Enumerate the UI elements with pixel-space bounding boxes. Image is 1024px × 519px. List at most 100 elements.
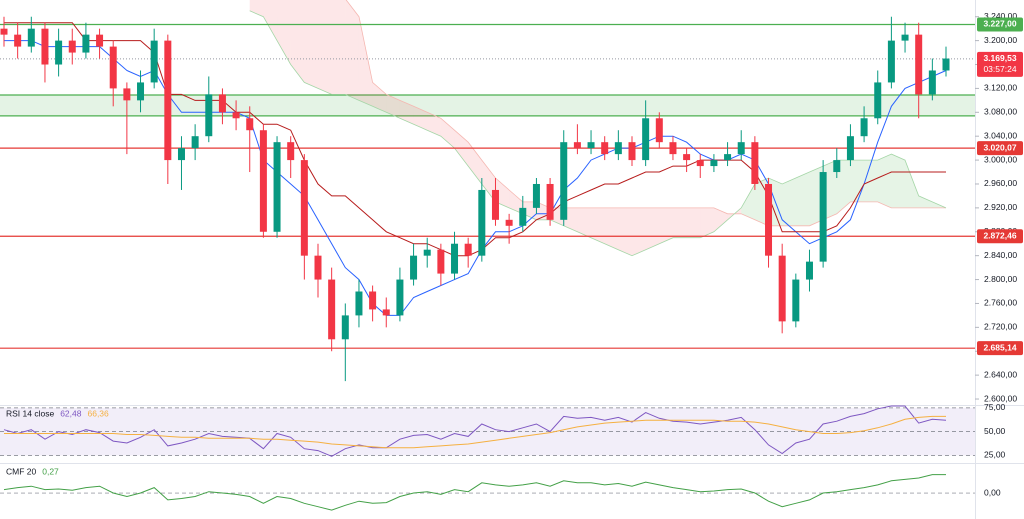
last-price-box <box>977 51 1023 77</box>
y-tick-label: 3.200,00 <box>984 35 1017 45</box>
candle-body <box>437 249 445 274</box>
candle-body <box>724 154 732 161</box>
candle-body <box>751 142 759 184</box>
y-tick-label: 25,00 <box>984 450 1006 460</box>
candle-body <box>874 82 882 119</box>
candle-body <box>478 189 486 256</box>
indicator-line <box>3 474 946 511</box>
support-zone <box>0 94 975 116</box>
candle-body <box>683 154 691 161</box>
candle-body <box>642 118 650 161</box>
indicator-line <box>4 415 946 449</box>
y-tick-label: 2.920,00 <box>984 202 1017 212</box>
candle-body <box>710 160 718 167</box>
candle-body <box>655 118 663 143</box>
candle-body <box>505 219 513 226</box>
cloud-segment <box>372 82 387 113</box>
candle-body <box>792 279 800 322</box>
cloud-segment <box>604 207 619 250</box>
cloud-segment <box>386 94 400 119</box>
cloud-segment <box>290 0 305 83</box>
y-tick-label: 2.960,00 <box>984 178 1017 188</box>
candle-body <box>41 28 49 65</box>
cloud-segment <box>263 0 278 41</box>
candle-body <box>696 160 704 167</box>
level-label: 3.020,07 <box>983 142 1016 152</box>
candle-body <box>546 183 554 220</box>
cloud-segment <box>877 154 892 208</box>
candle-body <box>887 40 895 83</box>
candle-body <box>928 70 936 95</box>
candle-body <box>218 94 226 113</box>
candle-body <box>410 255 418 280</box>
candle-body <box>833 160 841 173</box>
candle-body <box>860 118 868 137</box>
pane-title: CMF 20 <box>6 466 37 476</box>
cloud-segment <box>345 0 359 101</box>
level-label-box <box>977 17 1023 32</box>
candle-body <box>765 183 773 256</box>
candle-body <box>273 142 281 232</box>
pane-value: 62,48 <box>60 408 82 418</box>
candle-body <box>96 34 104 47</box>
candle-body <box>328 279 336 340</box>
cloud-segment <box>249 0 264 17</box>
last-price-label: 3.169,53 <box>983 53 1016 63</box>
indicator-line <box>3 405 947 457</box>
candle-body <box>287 142 295 161</box>
indicator-line <box>4 22 946 257</box>
cloud-segment <box>577 207 592 238</box>
candle-body <box>232 112 240 119</box>
indicator-line <box>4 40 947 316</box>
candle-body <box>259 130 267 232</box>
candle-body <box>246 118 254 131</box>
candle-body <box>573 142 581 149</box>
candle-body <box>355 291 363 316</box>
cloud-segment <box>836 160 851 214</box>
candle-body <box>369 291 377 310</box>
candle-body <box>177 148 185 161</box>
y-tick-label: 2.600,00 <box>984 393 1017 403</box>
level-label-box <box>977 229 1023 244</box>
candle-body <box>491 189 499 220</box>
candle-body <box>341 315 349 340</box>
cloud-segment <box>468 142 482 184</box>
candle-body <box>314 255 322 280</box>
candle-body <box>942 58 950 71</box>
candle-body <box>901 34 909 41</box>
cloud-segment <box>277 0 291 65</box>
cloud-segment <box>645 207 660 250</box>
candle-body <box>560 142 568 220</box>
level-label: 2.872,46 <box>983 231 1016 241</box>
y-tick-label: 2.760,00 <box>984 298 1017 308</box>
cloud-segment <box>918 195 933 208</box>
candle-body <box>123 88 131 101</box>
candle-body <box>396 279 404 316</box>
y-tick-label: 2.640,00 <box>984 369 1017 379</box>
cloud-span-a <box>345 0 946 227</box>
candle-body <box>614 142 622 155</box>
y-tick-label: 3.120,00 <box>984 83 1017 93</box>
candle-body <box>737 142 745 155</box>
y-tick-label: 2.840,00 <box>984 250 1017 260</box>
candle-body <box>669 142 677 155</box>
candle-body <box>205 94 213 137</box>
cloud-segment <box>304 0 318 89</box>
cloud-span-b <box>249 10 947 257</box>
candle-body <box>27 28 35 47</box>
cloud-segment <box>891 154 906 208</box>
candle-body <box>137 82 145 101</box>
cloud-segment <box>795 172 810 226</box>
level-label-box <box>977 341 1023 356</box>
cloud-segment <box>413 106 428 131</box>
y-tick-label: 3.000,00 <box>984 154 1017 164</box>
y-tick-label: 50,00 <box>984 426 1006 436</box>
candle-body <box>423 249 431 256</box>
y-tick-label: 2.800,00 <box>984 274 1017 284</box>
candle-body <box>819 172 827 262</box>
cloud-segment <box>399 100 414 125</box>
candle-body <box>464 243 472 256</box>
cloud-segment <box>591 207 605 244</box>
candle-body <box>805 261 813 280</box>
